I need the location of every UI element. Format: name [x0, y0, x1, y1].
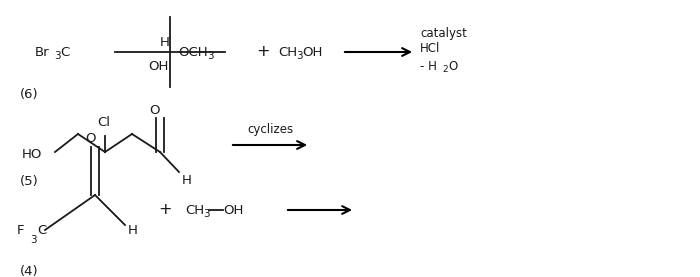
Text: 3: 3 — [296, 51, 302, 61]
Text: O: O — [150, 104, 160, 117]
Text: O: O — [448, 60, 457, 73]
Text: 3: 3 — [207, 51, 214, 61]
Text: 3: 3 — [54, 51, 61, 61]
Text: CH: CH — [185, 204, 204, 217]
Text: OCH: OCH — [178, 45, 208, 58]
Text: cyclizes: cyclizes — [247, 124, 293, 137]
Text: (6): (6) — [20, 88, 38, 101]
Text: (4): (4) — [20, 265, 38, 277]
Text: +: + — [158, 202, 172, 217]
Text: OH: OH — [223, 204, 244, 217]
Text: F: F — [17, 224, 25, 237]
Text: OH: OH — [148, 60, 168, 73]
Text: (5): (5) — [20, 175, 38, 188]
Text: C: C — [37, 224, 46, 237]
Text: OH: OH — [302, 45, 323, 58]
Text: HO: HO — [22, 147, 43, 160]
Text: Cl: Cl — [97, 116, 110, 129]
Text: Br: Br — [35, 45, 50, 58]
Text: +: + — [256, 45, 270, 60]
Text: - H: - H — [420, 60, 437, 73]
Text: C: C — [60, 45, 69, 58]
Text: O: O — [85, 132, 95, 145]
Text: H: H — [182, 173, 192, 186]
Text: 3: 3 — [203, 209, 209, 219]
Text: CH: CH — [278, 45, 297, 58]
Text: H: H — [128, 224, 138, 237]
Text: 2: 2 — [442, 65, 447, 73]
Text: catalyst: catalyst — [420, 27, 467, 40]
Text: HCl: HCl — [420, 42, 440, 55]
Text: H: H — [160, 36, 170, 49]
Text: 3: 3 — [30, 235, 36, 245]
